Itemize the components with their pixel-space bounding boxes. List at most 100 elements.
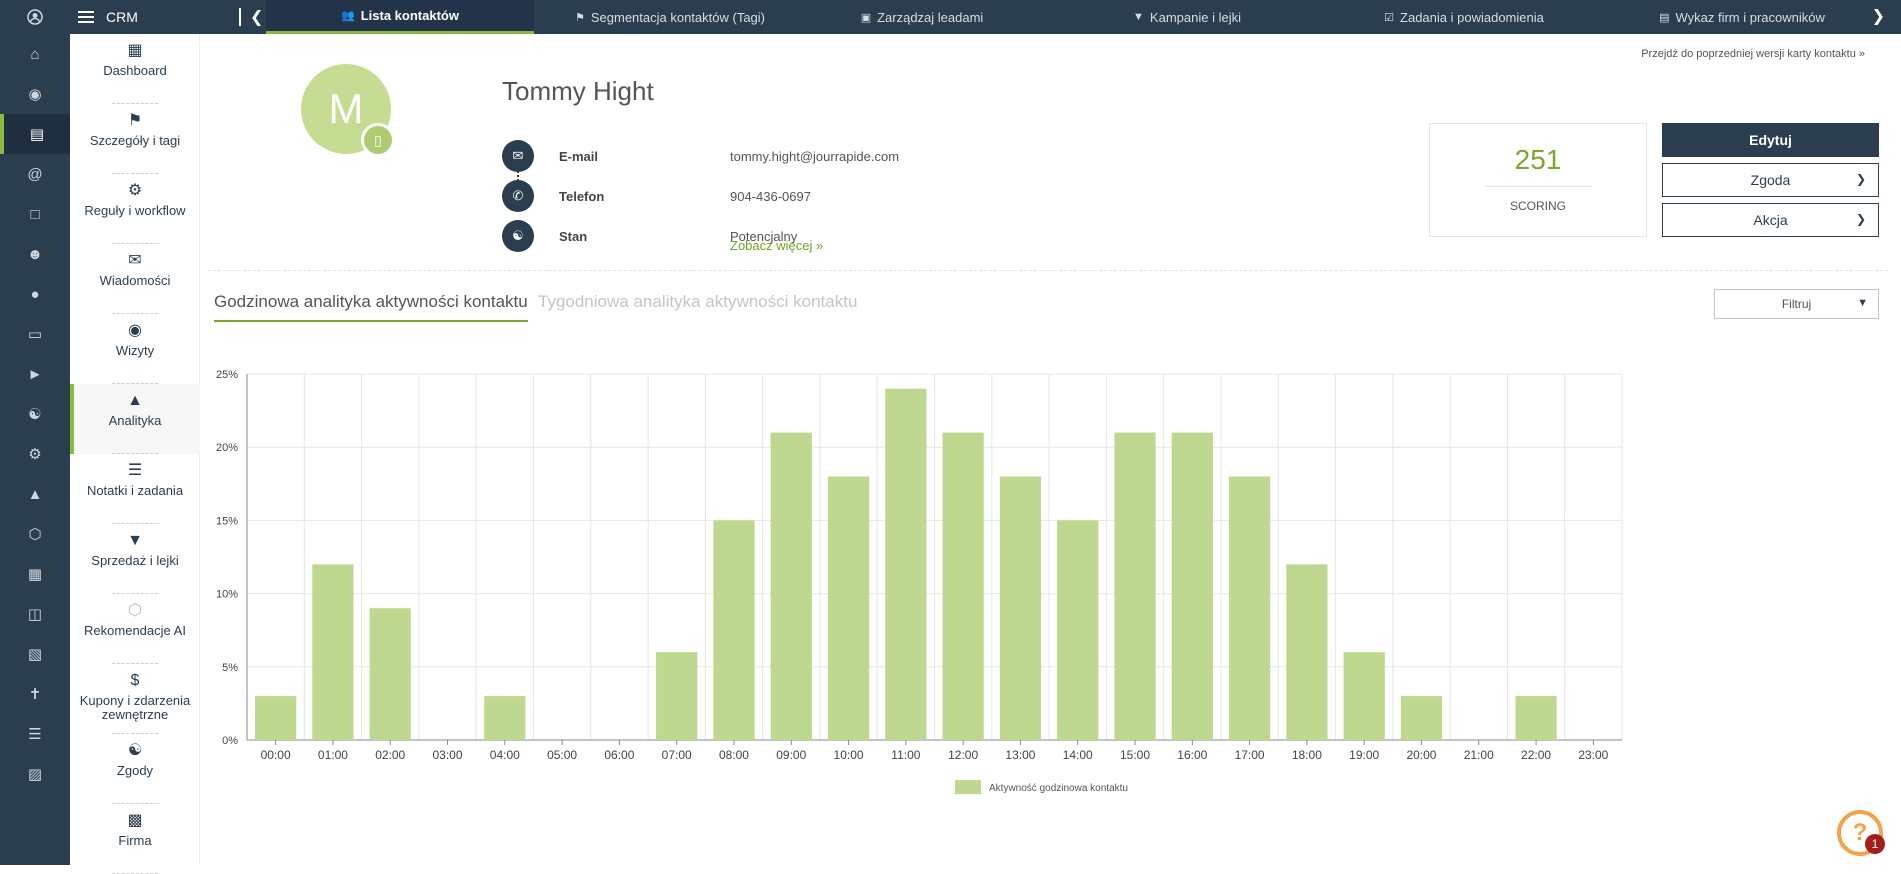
megaphone-icon[interactable]: ► <box>27 365 43 383</box>
sidenav-notes-tasks[interactable]: ☰ Notatki i zadania <box>70 454 200 524</box>
chart-bar <box>1400 696 1443 740</box>
x-tick-label: 12:00 <box>948 748 978 762</box>
files-icon[interactable]: ▧ <box>27 646 43 663</box>
users-icon: ☯ <box>502 220 534 252</box>
contact-card-icon[interactable]: ▤ <box>0 114 70 154</box>
field-label: E-mail <box>559 148 599 164</box>
contact-name: Tommy Hight <box>502 76 654 106</box>
see-more-link[interactable]: Zobacz więcej » <box>730 238 824 253</box>
field-value[interactable]: tommy.hight@jourrapide.com <box>730 148 900 164</box>
user-circle-icon[interactable] <box>0 0 70 34</box>
sidenav-details-tags[interactable]: ⚑ Szczegóły i tagi <box>70 104 200 174</box>
monitor-icon[interactable]: ▭ <box>27 326 43 343</box>
filter-button[interactable]: Filtruj ▼ <box>1714 289 1879 319</box>
field-label: Stan <box>559 228 588 244</box>
ai-icon[interactable]: ⬡ <box>28 526 42 543</box>
help-button[interactable]: ? <box>1837 810 1883 856</box>
sidenav-company[interactable]: ▩ Firma <box>70 804 200 874</box>
icon-sidebar: ⌂ ◉ ▤ @ □ ☻ ● ▭ ► ☯ ⚙ ▲ ⬡ ▦ ◫ ▧ ✝ ☰ ▨ <box>0 34 70 865</box>
sidenav-rules-workflow[interactable]: ⚙ Reguły i workflow <box>70 174 200 244</box>
tab-leady[interactable]: ▣ Zarządzaj leadami <box>860 9 984 25</box>
sidenav-consents[interactable]: ☯ Zgody <box>70 734 200 804</box>
x-tick-label: 04:00 <box>490 748 520 762</box>
at-icon[interactable]: @ <box>27 165 43 183</box>
chart-bar <box>999 476 1042 740</box>
chevron-left-icon[interactable]: ❮ <box>250 9 264 26</box>
x-tick-label: 21:00 <box>1464 748 1494 762</box>
x-tick-label: 13:00 <box>1005 748 1035 762</box>
chart-bar <box>1343 652 1385 740</box>
sidenav-messages[interactable]: ✉ Wiadomości <box>70 244 200 314</box>
main-content: Przejdź do poprzedniej wersji karty kont… <box>200 34 1901 865</box>
chat-icon[interactable]: ● <box>30 285 40 303</box>
sidenav-coupons-events[interactable]: $ Kupony i zdarzenia zewnętrzne <box>70 664 200 734</box>
action-dropdown[interactable]: Akcja ❯ <box>1662 203 1879 237</box>
tab-kampanie[interactable]: ▼ Kampanie i lejki <box>1133 9 1241 25</box>
briefcase-icon: ▤ <box>1659 11 1670 24</box>
sidenav-sales-funnels[interactable]: ▼ Sprzedaż i lejki <box>70 524 200 594</box>
x-tick-label: 20:00 <box>1406 748 1436 762</box>
sidenav-analytics[interactable]: ▲ Analityka <box>70 384 200 454</box>
section-divider <box>208 270 1888 271</box>
sidenav-dashboard[interactable]: ▦ Dashboard <box>70 34 200 104</box>
id-card-icon: ▣ <box>860 11 872 24</box>
mobile-icon: ▯ <box>361 123 395 157</box>
crm-menu-button[interactable]: CRM <box>78 0 138 34</box>
wrench-icon[interactable]: ✝ <box>28 686 42 703</box>
tab-weekly-analytics[interactable]: Tygodniowa analityka aktywności kontaktu <box>538 292 858 311</box>
eye-icon: ◉ <box>128 322 142 339</box>
envelope-open-icon: ✉ <box>128 252 142 269</box>
tab-lista-kontaktow[interactable]: 👥 Lista kontaktów <box>266 0 534 34</box>
chart-bar <box>827 476 870 740</box>
y-tick-label: 0% <box>222 735 238 747</box>
user-plus-icon[interactable]: ☻ <box>27 245 43 263</box>
score-divider <box>1484 186 1592 187</box>
handshake-icon: ☯ <box>127 742 143 759</box>
building-icon: ▩ <box>127 812 143 829</box>
score-label: SCORING <box>1509 199 1566 213</box>
x-tick-label: 14:00 <box>1063 748 1093 762</box>
y-tick-label: 25% <box>216 369 238 381</box>
chevron-right-icon[interactable]: ❯ <box>1871 8 1885 25</box>
chevron-down-icon: ❯ <box>1855 212 1866 226</box>
tab-wykaz-firm[interactable]: ▤ Wykaz firm i pracowników <box>1659 9 1825 25</box>
sliders-icon[interactable]: ☰ <box>28 726 42 743</box>
field-value[interactable]: 904-436-0697 <box>730 188 811 204</box>
hourly-activity-chart: 0% 5% 10% 15% 20% 25% 00:00 01:00 02:00 03:00 04:0… <box>216 369 1623 794</box>
chart-bar <box>255 696 297 740</box>
y-tick-label: 20% <box>216 442 238 454</box>
envelope-icon: ✉ <box>502 140 534 172</box>
funnel-icon: ▼ <box>1857 297 1868 309</box>
area-chart-icon[interactable]: ▲ <box>27 485 43 503</box>
x-tick-label: 18:00 <box>1292 748 1322 762</box>
chart-bar <box>369 608 411 740</box>
field-label: Telefon <box>559 188 605 204</box>
sidenav-visits[interactable]: ◉ Wizyty <box>70 314 200 384</box>
gears-icon: ⚙ <box>127 182 143 199</box>
prev-version-link[interactable]: Przejdź do poprzedniej wersji karty kont… <box>1641 48 1865 60</box>
gears-icon[interactable]: ⚙ <box>28 446 42 463</box>
chart-bar <box>770 432 812 740</box>
x-tick-label: 00:00 <box>261 748 291 762</box>
y-tick-label: 15% <box>216 515 238 527</box>
sidenav-ai-recommendations[interactable]: ⬡ Rekomendacje AI <box>70 594 200 664</box>
home-icon[interactable]: ⌂ <box>30 45 40 63</box>
field-value: Potencjalny <box>730 228 798 244</box>
translate-icon[interactable]: ▨ <box>27 766 43 783</box>
x-tick-label: 02:00 <box>375 748 405 762</box>
field-phone: ✆ Telefon 904-436-0697 <box>502 180 811 212</box>
chart-bar <box>1286 564 1328 740</box>
consent-dropdown[interactable]: Zgoda ❯ <box>1662 163 1879 197</box>
database-icon[interactable]: ◫ <box>27 606 43 623</box>
x-tick-label: 11:00 <box>891 748 920 762</box>
tab-zadania[interactable]: ☑ Zadania i powiadomienia <box>1384 9 1544 25</box>
tab-hourly-analytics[interactable]: Godzinowa analityka aktywności kontaktu <box>214 292 528 322</box>
users-icon[interactable]: ☯ <box>28 406 42 423</box>
square-icon[interactable]: □ <box>30 205 40 223</box>
eye-icon[interactable]: ◉ <box>28 86 42 103</box>
chart-bar <box>484 696 526 740</box>
x-tick-label: 07:00 <box>662 748 692 762</box>
tab-segmentacja[interactable]: ⚑ Segmentacja kontaktów (Tagi) <box>574 9 766 25</box>
calendar-icon[interactable]: ▦ <box>27 566 43 583</box>
edit-button[interactable]: Edytuj <box>1662 123 1879 157</box>
